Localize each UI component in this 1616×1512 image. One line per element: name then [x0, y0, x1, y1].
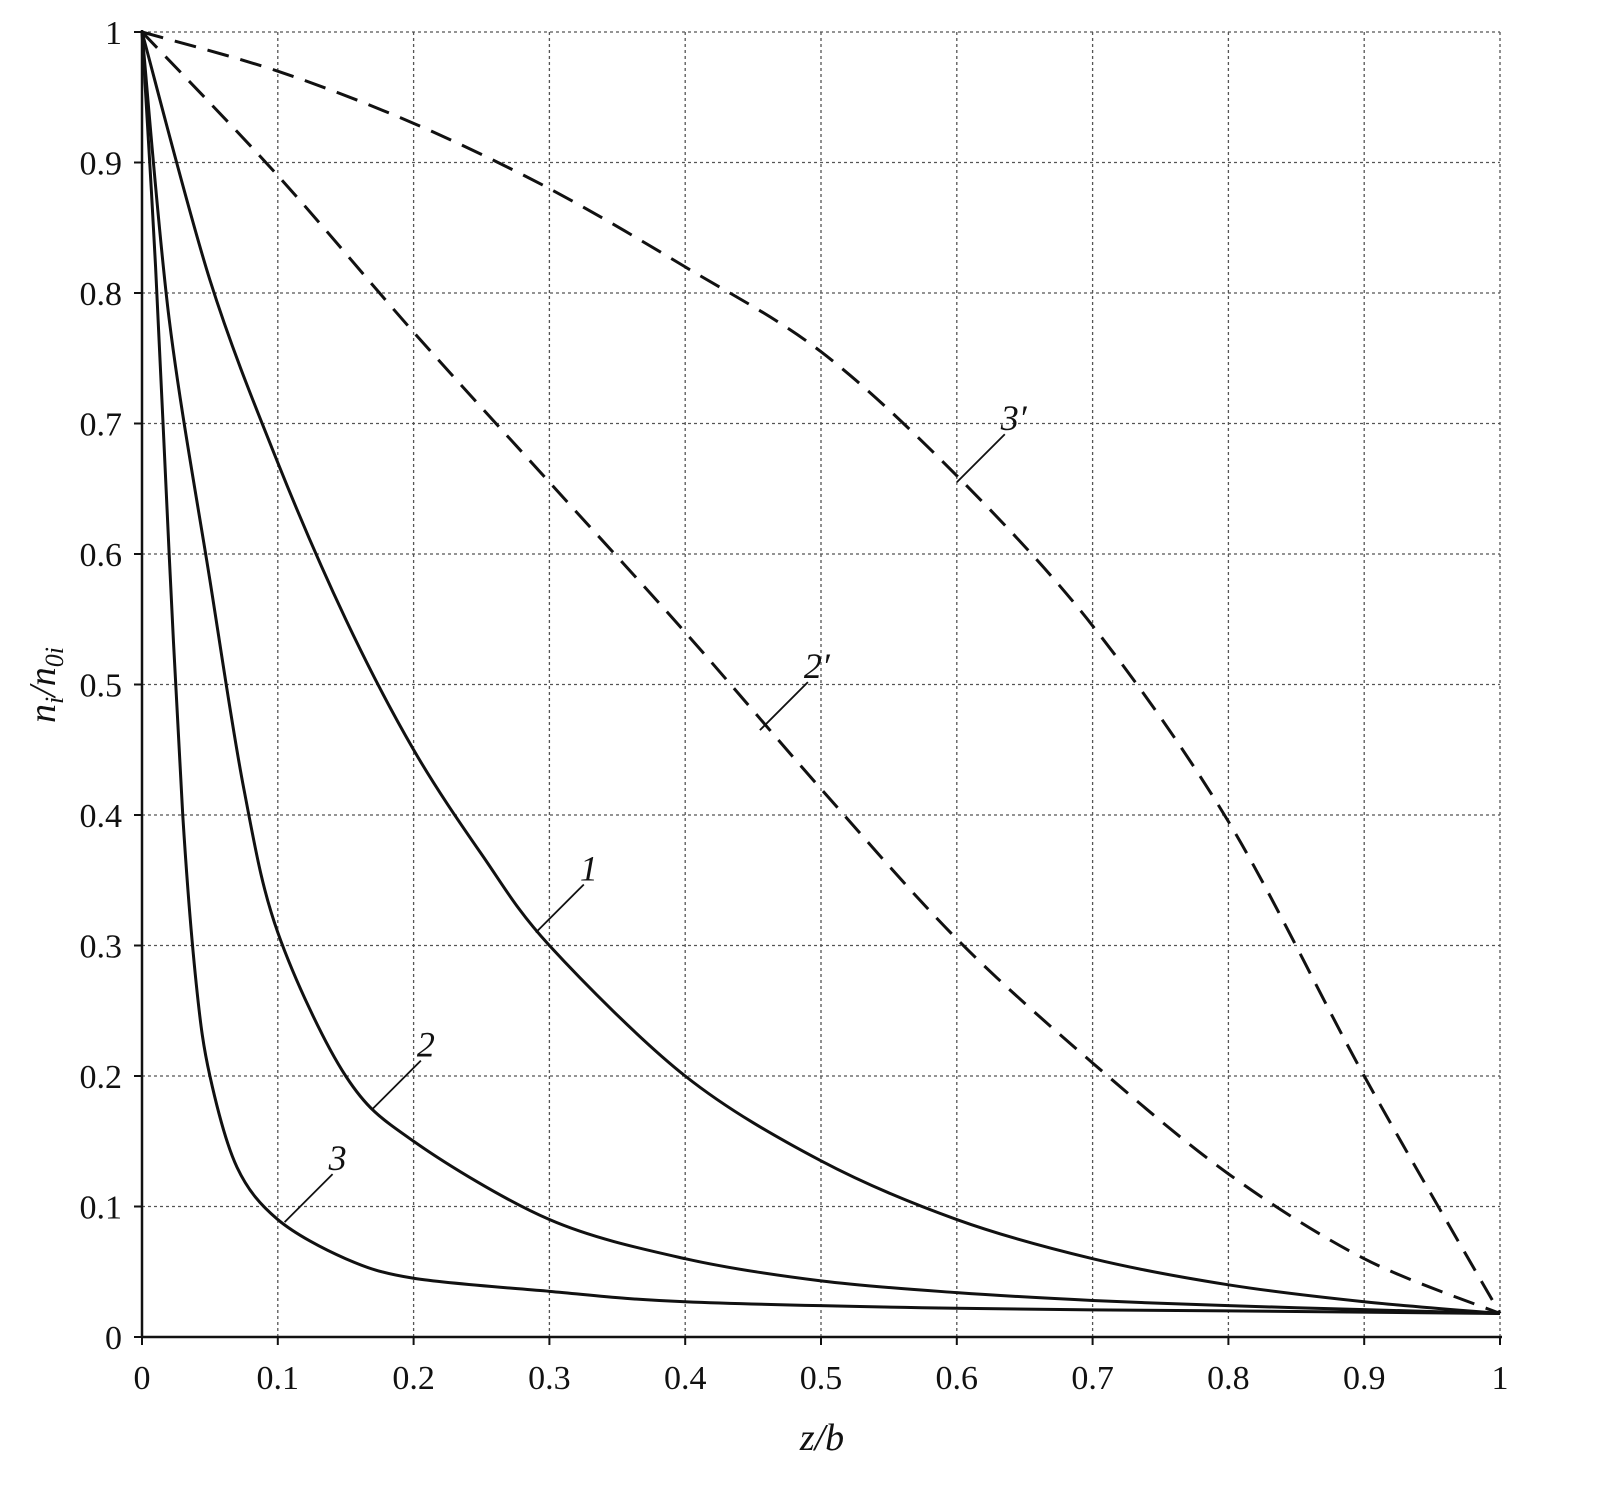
x-tick-label: 0.2 — [392, 1360, 435, 1397]
series-line-2 — [140, 31, 1501, 1316]
series-line-5 — [141, 30, 1502, 1315]
x-axis-label: z/b — [799, 1417, 844, 1459]
x-tick-label: 0 — [134, 1360, 151, 1397]
label-leader-line — [956, 433, 1006, 483]
label-leader-line — [283, 1173, 334, 1223]
grid — [142, 31, 1501, 1337]
x-tick-label: 0.1 — [257, 1360, 300, 1397]
x-tick-label: 1 — [1492, 1360, 1509, 1397]
y-tick-label: 0.9 — [80, 146, 123, 183]
series-group — [140, 30, 1502, 1316]
x-tick-label: 0.3 — [528, 1360, 571, 1397]
y-tick-label: 0.8 — [80, 276, 123, 313]
y-tick-label: 0.4 — [80, 798, 123, 835]
y-tick-label: 0.7 — [80, 407, 123, 444]
curve-label: 2′ — [804, 646, 831, 686]
curve-labels: 1 2 3 2′ 3′ — [283, 398, 1028, 1223]
label-leader-line — [372, 1059, 422, 1110]
label-leader-line — [759, 681, 809, 731]
y-tick-label: 0 — [105, 1320, 122, 1357]
y-tick-label: 1 — [105, 15, 122, 52]
x-tick-label: 0.5 — [800, 1360, 843, 1397]
x-tick-label: 0.8 — [1207, 1360, 1250, 1397]
axes: 0 0.1 0.2 0.3 0.4 0.5 0.6 0.7 0.8 0.9 1 0 0.1 0.2 0.3 0… — [80, 15, 1509, 1397]
x-tick-label: 0.7 — [1071, 1360, 1114, 1397]
series-line-1 — [140, 31, 1501, 1316]
label-leader-line — [535, 883, 585, 934]
x-tick-label: 0.4 — [664, 1360, 707, 1397]
curve-label: 1 — [580, 848, 598, 888]
y-tick-label: 0.1 — [80, 1190, 123, 1227]
y-tick-label: 0.6 — [80, 537, 123, 574]
curve-label: 2 — [417, 1025, 435, 1065]
x-tick-label: 0.6 — [936, 1360, 979, 1397]
curve-label: 3 — [328, 1138, 347, 1178]
curve-label: 3′ — [1000, 398, 1028, 438]
y-tick-label: 0.2 — [80, 1059, 123, 1096]
y-axis-label: ni/n0i — [22, 647, 69, 723]
x-tick-label: 0.9 — [1343, 1360, 1386, 1397]
y-tick-label: 0.5 — [80, 668, 123, 705]
y-tick-label: 0.3 — [80, 929, 123, 966]
series-line-4 — [140, 30, 1501, 1315]
series-line-3 — [140, 31, 1501, 1316]
